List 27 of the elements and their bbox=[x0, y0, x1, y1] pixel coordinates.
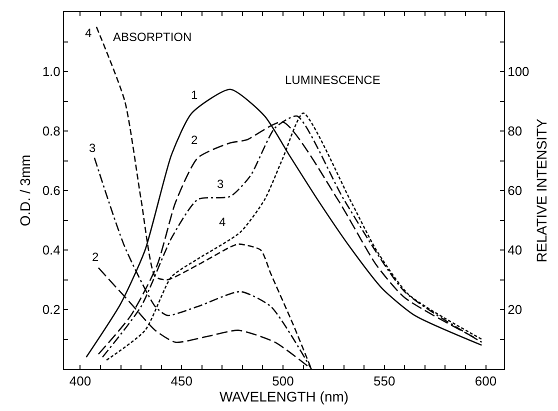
x-tick-label: 500 bbox=[272, 374, 294, 389]
annotation: 3 bbox=[89, 141, 96, 155]
y2-axis-title: RELATIVE INTENSITY bbox=[534, 118, 550, 262]
y-axis-title: O.D. / 3mm bbox=[16, 154, 33, 226]
x-tick-label: 550 bbox=[374, 374, 396, 389]
y2-tick-label: 20 bbox=[508, 302, 522, 318]
annotation: 2 bbox=[191, 133, 198, 147]
annotation: 1 bbox=[191, 88, 198, 102]
annotation: 4 bbox=[85, 26, 92, 40]
annotation: ABSORPTION bbox=[113, 30, 192, 44]
y2-tick-label: 40 bbox=[508, 242, 522, 258]
y2-tick-label: 80 bbox=[508, 124, 522, 139]
x-tick-label: 450 bbox=[170, 374, 192, 389]
annotation: LUMINESCENCE bbox=[285, 73, 380, 87]
annotation: 4 bbox=[219, 215, 226, 229]
y2-tick-label: 60 bbox=[508, 183, 522, 198]
x-tick-label: 400 bbox=[69, 374, 92, 389]
y-tick-label: 0.8 bbox=[42, 124, 60, 139]
x-tick-label: 600 bbox=[474, 374, 497, 389]
y-tick-label: 0.2 bbox=[42, 302, 60, 318]
annotation: 3 bbox=[217, 177, 224, 191]
x-axis-title: WAVELENGTH (nm) bbox=[219, 388, 349, 405]
y-tick-label: 0.4 bbox=[42, 242, 60, 258]
y-tick-label: 0.6 bbox=[42, 183, 60, 198]
annotation: 2 bbox=[92, 250, 99, 264]
y2-tick-label: 100 bbox=[508, 64, 530, 80]
y-tick-label: 1.0 bbox=[42, 64, 60, 80]
